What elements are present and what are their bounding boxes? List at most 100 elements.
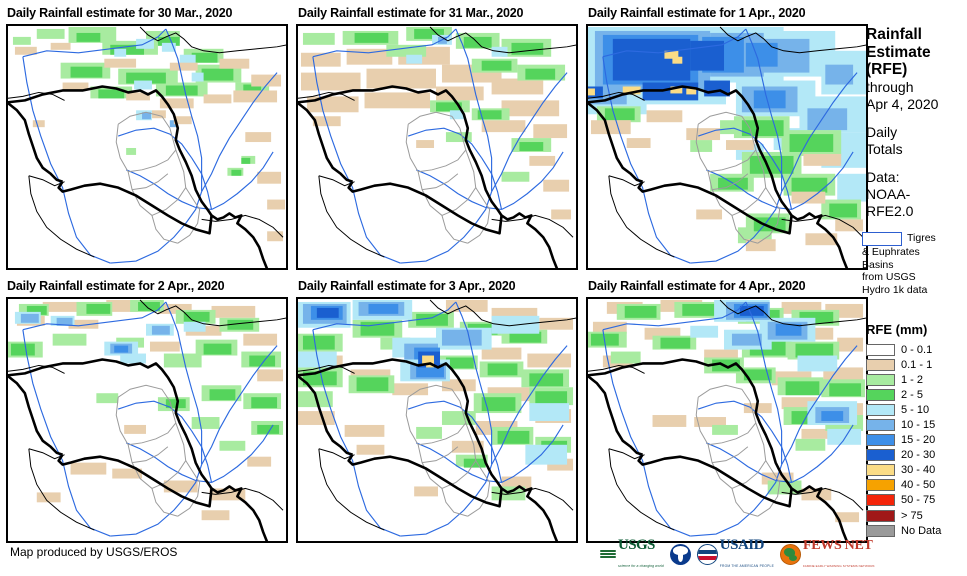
basins-legend: Tigres & Euphrates Basins from USGS Hydr…	[862, 232, 967, 296]
legend-rows: 0 - 0.1 0.1 - 1 1 - 2 2 - 5 5 - 10 10 - 15 15 …	[866, 342, 967, 538]
basin-label-line2: & Euphrates	[862, 246, 920, 258]
country-border	[7, 85, 269, 269]
country-border	[297, 85, 559, 269]
fews-net-logo[interactable]: FEWS NET FAMINE EARLY WARNING SYSTEMS NE…	[779, 539, 875, 568]
usgs-logo[interactable]: USGS science for a changing world	[600, 538, 664, 568]
admin-boundaries	[115, 111, 201, 244]
noaa-logo[interactable]	[669, 543, 691, 565]
basin-label-line3: Basins	[862, 258, 894, 271]
legend-label: 10 - 15	[901, 419, 936, 432]
country-border	[7, 358, 269, 542]
legend-color-swatch	[866, 358, 895, 371]
legend-item: > 75	[866, 508, 967, 523]
rainfall-raster	[297, 298, 577, 542]
country-border	[587, 358, 849, 542]
neighbor-borders	[587, 299, 867, 531]
legend-item: 40 - 50	[866, 478, 967, 493]
fews-globe-icon	[779, 543, 801, 565]
rfe-legend: RFE (mm) 0 - 0.1 0.1 - 1 1 - 2 2 - 5 5 - 10 1…	[866, 322, 967, 538]
neighbor-borders	[297, 26, 577, 258]
rainfall-title-line1: Rainfall	[866, 26, 922, 43]
panel-title: Daily Rainfall estimate for 3 Apr., 2020	[298, 279, 516, 293]
usaid-logo-text: USAID	[719, 537, 765, 553]
map-3-apr[interactable]	[296, 297, 578, 543]
legend-item: 5 - 10	[866, 402, 967, 417]
neighbor-borders	[7, 26, 287, 258]
through-label: through	[866, 78, 914, 95]
data-source-line3: RFE2.0	[866, 202, 914, 219]
panel-title: Daily Rainfall estimate for 4 Apr., 2020	[588, 279, 806, 293]
through-date: Apr 4, 2020	[866, 95, 939, 112]
legend-color-swatch	[866, 479, 895, 492]
map-4-apr[interactable]	[586, 297, 868, 543]
legend-label: 50 - 75	[901, 494, 936, 507]
neighbor-borders	[297, 299, 577, 531]
basin-swatch	[862, 232, 902, 246]
panel-4-apr: Daily Rainfall estimate for 4 Apr., 2020	[588, 279, 806, 293]
fews-tagline: FAMINE EARLY WARNING SYSTEMS NETWORK	[802, 564, 875, 568]
usgs-tagline: science for a changing world	[618, 564, 664, 568]
legend-item: 0 - 0.1	[866, 342, 967, 357]
legend-label: > 75	[901, 509, 923, 522]
map-30-mar[interactable]	[6, 24, 288, 270]
legend-item: 20 - 30	[866, 448, 967, 463]
panel-2-apr: Daily Rainfall estimate for 2 Apr., 2020	[7, 279, 225, 293]
legend-item: 2 - 5	[866, 387, 967, 402]
legend-label: 1 - 2	[901, 373, 924, 386]
data-source-line2: NOAA-	[866, 185, 911, 202]
legend-label: 0.1 - 1	[901, 358, 933, 371]
rainfall-title-line3: (RFE)	[866, 61, 908, 78]
fews-logo-text: FEWS NET	[802, 538, 873, 553]
legend-color-swatch	[866, 434, 895, 447]
map-31-mar[interactable]	[296, 24, 578, 270]
legend-color-swatch	[866, 419, 895, 432]
legend-item: 0.1 - 1	[866, 357, 967, 372]
admin-boundaries	[405, 384, 491, 517]
legend-color-swatch	[866, 373, 895, 386]
rainfall-raster	[297, 25, 577, 269]
neighbor-borders	[7, 299, 287, 531]
map-canvas	[297, 25, 577, 269]
rainfall-title-line2: Estimate	[866, 43, 931, 61]
map-canvas	[587, 298, 867, 542]
legend-label: 5 - 10	[901, 403, 930, 416]
panel-title: Daily Rainfall estimate for 1 Apr., 2020	[588, 6, 806, 20]
usaid-seal-icon	[696, 543, 718, 565]
panel-3-apr: Daily Rainfall estimate for 3 Apr., 2020	[298, 279, 516, 293]
legend-label: 20 - 30	[901, 449, 936, 462]
map-2-apr[interactable]	[6, 297, 288, 543]
rainfall-raster	[587, 298, 867, 542]
map-canvas	[297, 298, 577, 542]
usgs-logo-text: USGS	[618, 537, 655, 553]
map-1-apr[interactable]	[586, 24, 868, 270]
legend-label: 15 - 20	[901, 434, 936, 447]
panel-30-mar: Daily Rainfall estimate for 30 Mar., 202…	[7, 6, 232, 20]
legend-color-swatch	[866, 494, 895, 507]
basin-outline	[602, 301, 858, 537]
legend-color-swatch	[866, 388, 895, 401]
usgs-wave-icon	[600, 548, 616, 561]
usaid-tagline: FROM THE AMERICAN PEOPLE	[719, 564, 774, 568]
basin-outline	[602, 28, 858, 264]
usaid-logo[interactable]: USAID FROM THE AMERICAN PEOPLE	[696, 538, 774, 568]
admin-boundaries	[405, 111, 491, 244]
panel-title: Daily Rainfall estimate for 31 Mar., 202…	[298, 6, 524, 20]
map-canvas	[7, 298, 287, 542]
legend-label: 2 - 5	[901, 388, 924, 401]
totals-line2: Totals	[866, 140, 903, 157]
side-info-block: Rainfall Estimate (RFE) through Apr 4, 2…	[866, 26, 967, 220]
map-credit: Map produced by USGS/EROS	[10, 545, 178, 559]
admin-boundaries	[695, 111, 781, 244]
legend-color-swatch	[866, 524, 895, 537]
legend-item: 1 - 2	[866, 372, 967, 387]
legend-label: 30 - 40	[901, 464, 936, 477]
legend-color-swatch	[866, 449, 895, 462]
panel-1-apr: Daily Rainfall estimate for 1 Apr., 2020	[588, 6, 806, 20]
panel-31-mar: Daily Rainfall estimate for 31 Mar., 202…	[298, 6, 523, 20]
legend-item: No Data	[866, 523, 967, 538]
admin-boundaries	[695, 384, 781, 517]
basin-outline	[22, 28, 278, 264]
legend-color-swatch	[866, 464, 895, 477]
rainfall-raster	[7, 298, 287, 542]
legend-color-swatch	[866, 403, 895, 416]
